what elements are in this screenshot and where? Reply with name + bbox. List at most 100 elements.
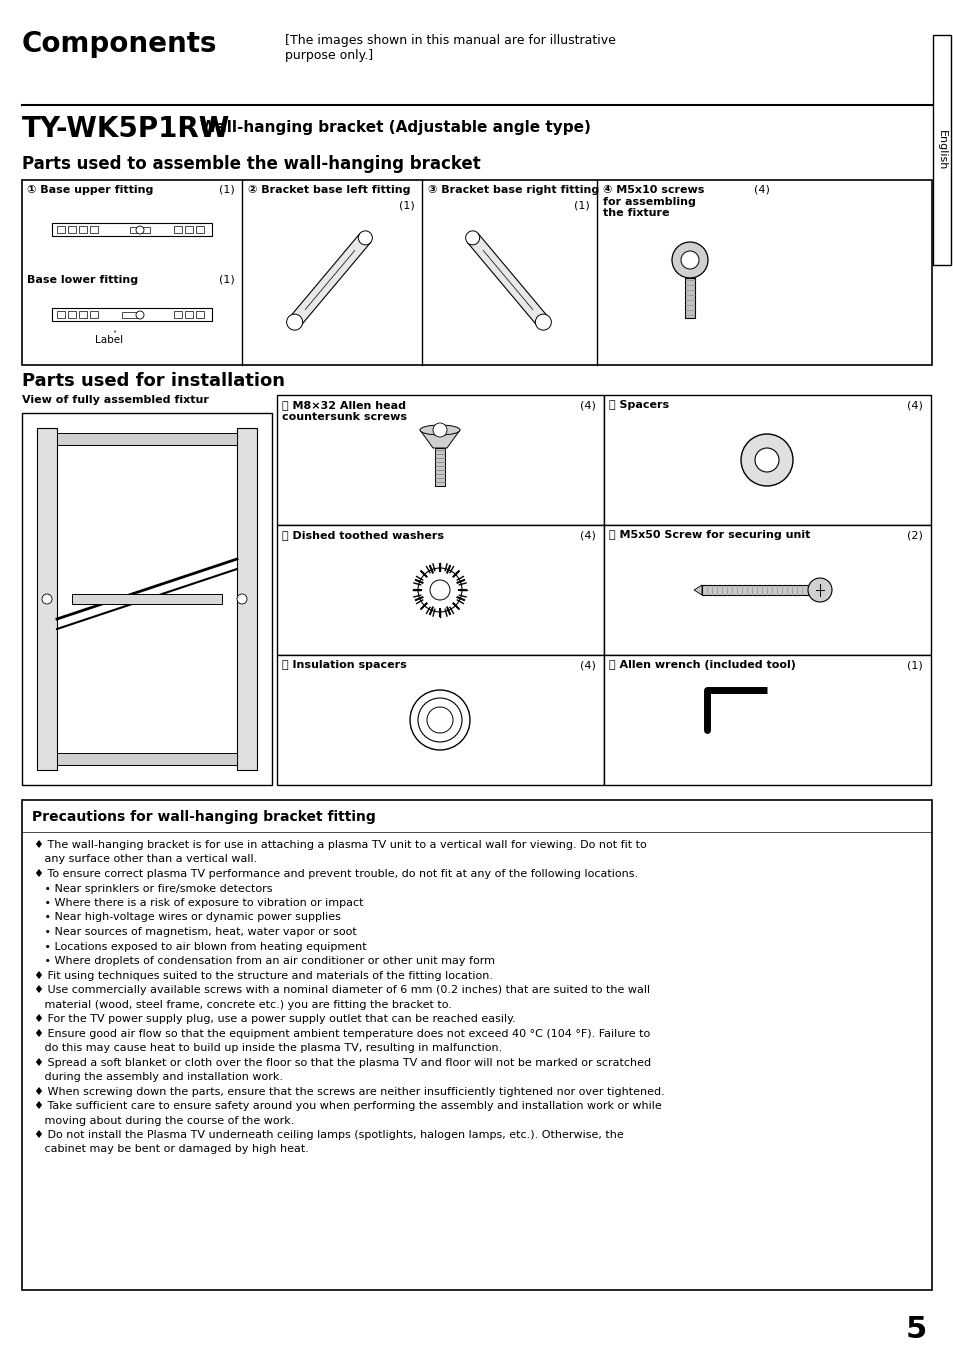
Circle shape [358, 231, 372, 244]
Bar [22, 180, 931, 364]
Text: moving about during the course of the work.: moving about during the course of the wo… [34, 1115, 294, 1126]
Text: Ⓑ Dished toothed washers: Ⓑ Dished toothed washers [282, 531, 443, 540]
Bar [185, 310, 193, 319]
Polygon shape [289, 234, 371, 327]
Text: View of fully assembled fixtur: View of fully assembled fixtur [22, 396, 209, 405]
Text: ♦ When screwing down the parts, ensure that the screws are neither insufficientl: ♦ When screwing down the parts, ensure t… [34, 1087, 664, 1096]
Text: ♦ Use commercially available screws with a nominal diameter of 6 mm (0.2 inches): ♦ Use commercially available screws with… [34, 986, 649, 995]
Circle shape [754, 448, 779, 472]
Text: (4): (4) [579, 531, 596, 540]
Bar [79, 310, 87, 319]
Ellipse shape [419, 425, 459, 435]
Text: English: English [936, 130, 946, 170]
Text: ♦ Spread a soft blanket or cloth over the floor so that the plasma TV and floor : ♦ Spread a soft blanket or cloth over th… [34, 1057, 651, 1068]
Text: (1): (1) [906, 660, 923, 670]
Bar [603, 396, 930, 525]
Text: during the assembly and installation work.: during the assembly and installation wor… [34, 1072, 283, 1081]
Text: • Near high-voltage wires or dynamic power supplies: • Near high-voltage wires or dynamic pow… [34, 913, 340, 922]
Text: [The images shown in this manual are for illustrative
purpose only.]: [The images shown in this manual are for… [285, 34, 616, 62]
Circle shape [427, 707, 453, 733]
Text: ♦ For the TV power supply plug, use a power supply outlet that can be reached ea: ♦ For the TV power supply plug, use a po… [34, 1014, 516, 1025]
Circle shape [671, 242, 707, 278]
Text: Base lower fitting: Base lower fitting [27, 275, 138, 285]
Text: ⓔ M5x50 Screw for securing unit: ⓔ M5x50 Screw for securing unit [608, 531, 809, 540]
Bar [701, 585, 811, 595]
Bar [435, 448, 444, 486]
Circle shape [417, 698, 461, 743]
Text: ♦ Ensure good air flow so that the equipment ambient temperature does not exceed: ♦ Ensure good air flow so that the equip… [34, 1029, 650, 1038]
Bar [173, 310, 182, 319]
Polygon shape [419, 431, 459, 448]
Text: (4): (4) [906, 400, 923, 410]
Circle shape [740, 433, 792, 486]
Text: do this may cause heat to build up inside the plasma TV, resulting in malfunctio: do this may cause heat to build up insid… [34, 1044, 501, 1053]
Circle shape [417, 568, 461, 612]
Text: ♦ Fit using techniques suited to the structure and materials of the fitting loca: ♦ Fit using techniques suited to the str… [34, 971, 493, 980]
Text: cabinet may be bent or damaged by high heat.: cabinet may be bent or damaged by high h… [34, 1145, 309, 1154]
Circle shape [465, 231, 479, 244]
Text: (2): (2) [906, 531, 923, 540]
Bar [22, 413, 272, 784]
Circle shape [680, 251, 699, 269]
Text: (4): (4) [579, 400, 596, 410]
Circle shape [410, 690, 470, 751]
Text: ④ M5x10 screws
for assembling
the fixture: ④ M5x10 screws for assembling the fixtur… [602, 185, 703, 219]
Polygon shape [467, 234, 548, 327]
Text: material (wood, steel frame, concrete etc.) you are fitting the bracket to.: material (wood, steel frame, concrete et… [34, 999, 452, 1010]
Bar [90, 310, 98, 319]
Text: Label: Label [95, 335, 123, 346]
Circle shape [136, 225, 144, 234]
Circle shape [430, 580, 450, 599]
Text: • Near sources of magnetism, heat, water vapor or soot: • Near sources of magnetism, heat, water… [34, 927, 356, 937]
Text: any surface other than a vertical wall.: any surface other than a vertical wall. [34, 855, 257, 864]
Bar [68, 310, 76, 319]
Bar [173, 225, 182, 234]
Bar [195, 225, 204, 234]
Text: (1): (1) [219, 185, 234, 194]
Text: ♦ To ensure correct plasma TV performance and prevent trouble, do not fit at any: ♦ To ensure correct plasma TV performanc… [34, 869, 638, 879]
Text: (1): (1) [399, 200, 415, 211]
Bar [71, 594, 222, 603]
Bar [57, 433, 236, 446]
Bar [22, 801, 931, 1291]
Text: Parts used for installation: Parts used for installation [22, 373, 285, 390]
Bar [236, 428, 256, 770]
Circle shape [136, 310, 144, 319]
Circle shape [236, 594, 247, 603]
Circle shape [535, 315, 551, 331]
Bar [52, 308, 212, 321]
Text: 5: 5 [904, 1315, 926, 1345]
Bar [57, 753, 236, 765]
Bar [195, 310, 204, 319]
Text: ⓓ Spacers: ⓓ Spacers [608, 400, 668, 410]
Text: TY-WK5P1RW: TY-WK5P1RW [22, 115, 230, 143]
Text: ② Bracket base left fitting: ② Bracket base left fitting [248, 185, 410, 196]
Bar [276, 396, 603, 525]
Text: ♦ Take sufficient care to ensure safety around you when performing the assembly : ♦ Take sufficient care to ensure safety … [34, 1102, 661, 1111]
Text: • Near sprinklers or fire/smoke detectors: • Near sprinklers or fire/smoke detector… [34, 883, 273, 894]
Text: Parts used to assemble the wall-hanging bracket: Parts used to assemble the wall-hanging … [22, 155, 480, 173]
Text: • Where droplets of condensation from an air conditioner or other unit may form: • Where droplets of condensation from an… [34, 956, 495, 967]
Text: Ⓒ Insulation spacers: Ⓒ Insulation spacers [282, 660, 406, 670]
Text: (4): (4) [753, 185, 769, 194]
Circle shape [286, 315, 302, 331]
Text: ③ Bracket base right fitting: ③ Bracket base right fitting [428, 185, 598, 194]
Bar [684, 278, 695, 319]
Text: ♦ The wall-hanging bracket is for use in attaching a plasma TV unit to a vertica: ♦ The wall-hanging bracket is for use in… [34, 840, 646, 850]
Text: ♦ Do not install the Plasma TV underneath ceiling lamps (spotlights, halogen lam: ♦ Do not install the Plasma TV underneat… [34, 1130, 623, 1139]
Bar [37, 428, 57, 770]
Bar [276, 655, 603, 784]
Bar [79, 225, 87, 234]
Bar [932, 35, 950, 265]
Text: Components: Components [22, 30, 217, 58]
Bar [603, 525, 930, 655]
Bar [52, 223, 212, 236]
Text: (1): (1) [219, 275, 234, 285]
Bar [130, 227, 150, 234]
Text: • Locations exposed to air blown from heating equipment: • Locations exposed to air blown from he… [34, 941, 366, 952]
Text: Precautions for wall-hanging bracket fitting: Precautions for wall-hanging bracket fit… [32, 810, 375, 824]
Circle shape [433, 423, 447, 437]
Text: ⓕ Allen wrench (included tool): ⓕ Allen wrench (included tool) [608, 660, 795, 670]
Text: Wall-hanging bracket (Adjustable angle type): Wall-hanging bracket (Adjustable angle t… [200, 120, 590, 135]
Bar [276, 525, 603, 655]
